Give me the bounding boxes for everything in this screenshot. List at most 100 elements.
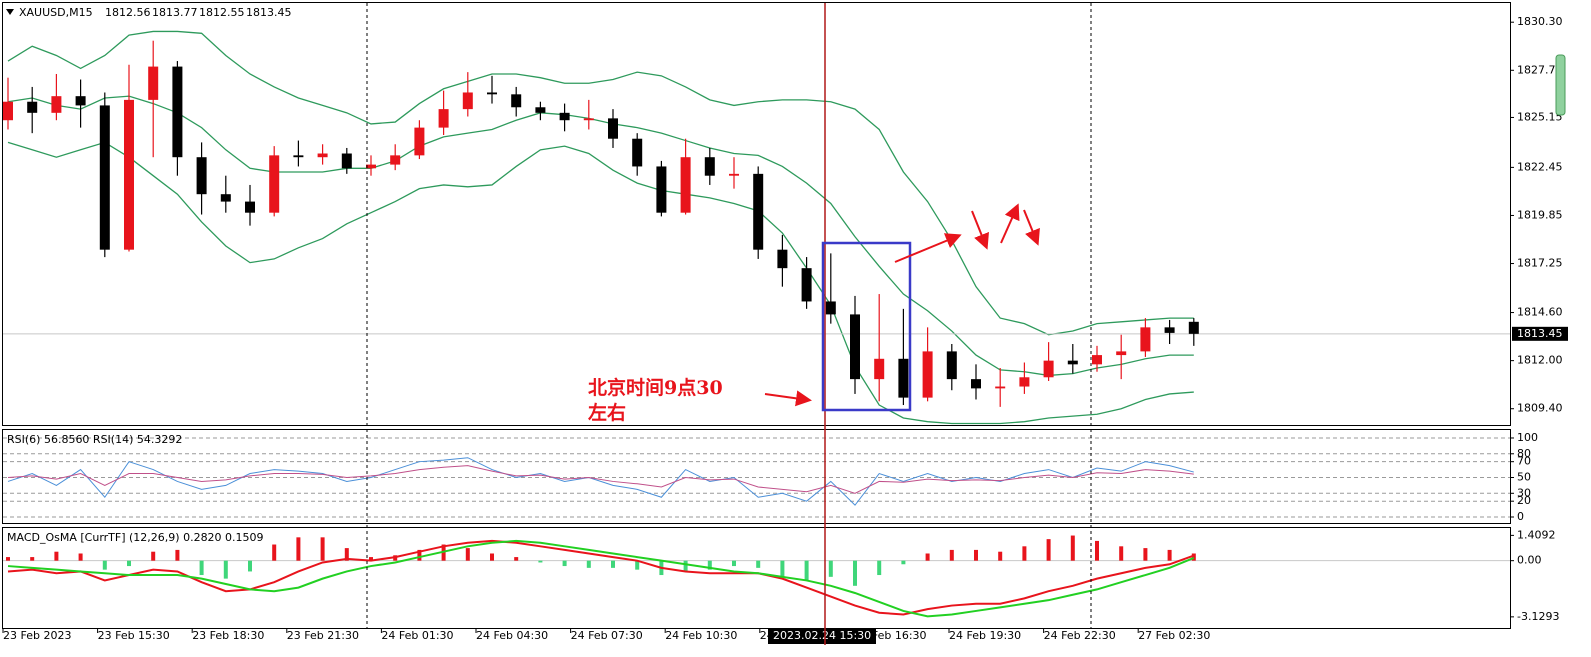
candle-body bbox=[27, 101, 38, 113]
histogram-bar bbox=[853, 560, 857, 586]
y-tick-label: 0.00 bbox=[1517, 554, 1542, 567]
histogram-bar bbox=[732, 560, 736, 567]
candle-body bbox=[99, 105, 110, 250]
candle-body bbox=[124, 99, 134, 250]
macd-line bbox=[7, 539, 1195, 616]
candle-body bbox=[583, 118, 594, 121]
y-tick-label: 1827.70 bbox=[1517, 63, 1563, 76]
x-tick-label: 24 Feb 10:30 bbox=[665, 629, 737, 642]
histogram-bar bbox=[1070, 535, 1075, 561]
histogram-bar bbox=[54, 551, 59, 561]
candle-body bbox=[341, 153, 352, 169]
candle-body bbox=[656, 166, 667, 213]
highlight-box bbox=[821, 241, 912, 412]
y-tick-label: 1.4092 bbox=[1517, 528, 1556, 541]
candle-body bbox=[801, 268, 812, 302]
y-tick-label: 1817.25 bbox=[1517, 257, 1563, 270]
histogram-bar bbox=[369, 557, 373, 561]
candle-body bbox=[196, 157, 207, 195]
histogram-bar bbox=[1095, 540, 1099, 561]
crosshair-box bbox=[768, 628, 876, 644]
histogram-bar bbox=[586, 560, 591, 568]
candle-body bbox=[922, 351, 933, 398]
candle-body bbox=[293, 155, 304, 158]
x-tick-label: 24 Feb 04:30 bbox=[476, 629, 548, 642]
histogram-bar bbox=[102, 560, 107, 570]
histogram-bar bbox=[828, 560, 833, 577]
x-tick-label: 27 Feb 02:30 bbox=[1138, 629, 1210, 642]
histogram-bar bbox=[30, 557, 35, 561]
x-tick-label: 23 Feb 21:30 bbox=[287, 629, 359, 642]
x-tick-label: 24 Feb 01:30 bbox=[381, 629, 453, 642]
histogram-bar bbox=[296, 537, 301, 561]
candle-body bbox=[535, 107, 546, 113]
scroll-handle[interactable] bbox=[1555, 54, 1566, 116]
y-tick-label: 1809.40 bbox=[1517, 402, 1563, 415]
histogram-bar bbox=[465, 548, 470, 561]
arrow bbox=[764, 390, 812, 407]
histogram-bar bbox=[1022, 546, 1027, 561]
candle-body bbox=[946, 351, 957, 380]
y-tick-label: 20 bbox=[1517, 494, 1531, 507]
candle-body bbox=[317, 153, 328, 158]
candle-body bbox=[1188, 321, 1199, 334]
histogram-bar bbox=[514, 557, 519, 561]
candle-body bbox=[1164, 327, 1175, 333]
candle-body bbox=[729, 173, 739, 176]
x-tick-label: 23 Feb 18:30 bbox=[192, 629, 264, 642]
candle-body bbox=[680, 157, 691, 213]
candle-body bbox=[874, 358, 885, 380]
crosshair-label: 2023.02.24 15:30 bbox=[773, 629, 871, 642]
macd-title: MACD_OsMA [CurrTF] (12,26,9) 0.2820 0.15… bbox=[7, 531, 264, 544]
candle-body bbox=[366, 164, 376, 169]
histogram-bar bbox=[1143, 548, 1148, 561]
candle-body bbox=[172, 66, 183, 158]
candle-body bbox=[777, 249, 788, 269]
histogram-bar bbox=[1191, 553, 1196, 561]
candle-body bbox=[1043, 360, 1054, 378]
y-tick-label: 100 bbox=[1517, 431, 1538, 444]
y-tick-label: 1830.30 bbox=[1517, 15, 1563, 28]
histogram-bar bbox=[804, 560, 809, 581]
candle-body bbox=[148, 66, 159, 100]
x-tick-label: 24 Feb 19:30 bbox=[949, 629, 1021, 642]
arrow bbox=[1023, 209, 1040, 246]
histogram-bar bbox=[877, 560, 882, 576]
candle-body bbox=[245, 201, 255, 213]
candle-body bbox=[1092, 355, 1102, 365]
histogram-bar bbox=[974, 549, 978, 561]
candle-body bbox=[850, 314, 860, 380]
histogram-bar bbox=[417, 549, 422, 561]
histogram-bar bbox=[949, 549, 954, 561]
histogram-bar bbox=[6, 557, 10, 561]
arrow bbox=[1000, 203, 1020, 244]
candle-body bbox=[51, 96, 62, 113]
histogram-bar bbox=[998, 551, 1003, 561]
rsi-panel bbox=[2, 429, 1511, 524]
ohlc-readout: 1813.77 bbox=[152, 6, 198, 19]
price-tag bbox=[1512, 326, 1568, 341]
candle-body bbox=[487, 92, 497, 95]
candle-body bbox=[1019, 377, 1030, 387]
x-tick-label: 23 Feb 2023 bbox=[3, 629, 71, 642]
candle-body bbox=[269, 155, 280, 213]
candle-body bbox=[559, 112, 570, 121]
macd-panel bbox=[2, 527, 1511, 629]
histogram-bar bbox=[272, 544, 277, 561]
histogram-bar bbox=[901, 560, 906, 565]
arrow bbox=[971, 210, 989, 250]
y-tick-label: 50 bbox=[1517, 470, 1531, 483]
histogram-bar bbox=[756, 560, 761, 568]
price-tag-label: 1813.45 bbox=[1517, 327, 1563, 340]
histogram-bar bbox=[1046, 539, 1051, 561]
collapse-icon[interactable] bbox=[6, 9, 14, 15]
macd-line bbox=[7, 539, 1195, 618]
candle-body bbox=[462, 92, 473, 110]
candle-body bbox=[3, 101, 13, 121]
candle-body bbox=[1067, 360, 1078, 365]
histogram-bar bbox=[199, 560, 204, 576]
arrow bbox=[894, 233, 962, 263]
x-tick-label: 24 Feb 07:30 bbox=[571, 629, 643, 642]
ohlc-readout: 1812.56 bbox=[105, 6, 151, 19]
